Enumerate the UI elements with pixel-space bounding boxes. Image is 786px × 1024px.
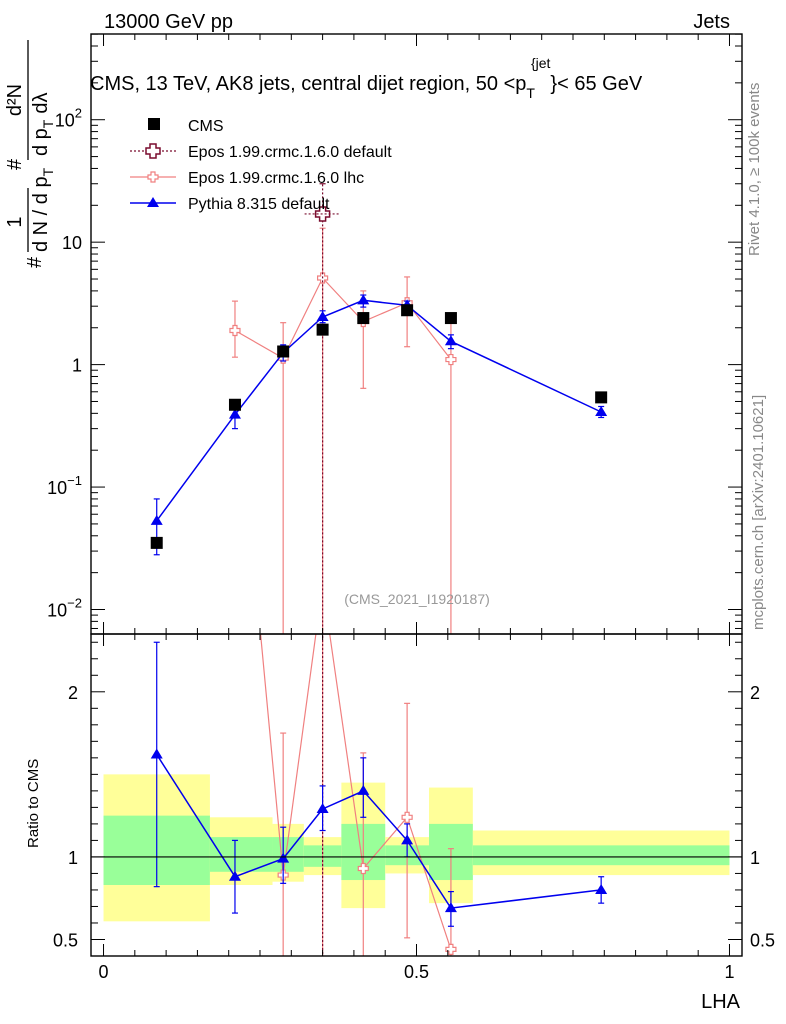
ratio-epos-lhc-point-4 [401, 811, 413, 823]
ylabel-frac1-den-text: d N / d p [30, 176, 52, 252]
main-cms-point-0 [150, 536, 163, 549]
ylabel-frac2-num: d²N [4, 84, 26, 116]
main-cms-point-2 [277, 345, 290, 358]
y-tick-label-main-base-0: 10 [47, 601, 67, 621]
band-inner-2 [272, 837, 304, 872]
main-pythia-point-4 [357, 294, 370, 305]
legend-marker-cms [148, 118, 160, 130]
ratio-epos-lhc-line [259, 634, 452, 950]
y-tick-label-main-exp-4: 2 [75, 106, 82, 121]
ylabel-frac2-den-sub: T [40, 119, 56, 128]
rivet-label: Rivet 4.1.0, ≥ 100k events [746, 83, 763, 256]
main-epos-lhc-point-5 [445, 353, 457, 366]
band-inner-7 [472, 845, 730, 866]
y-tick-label-main-3: 10 [62, 233, 82, 253]
y-tick-label-main-exp-0: −2 [67, 596, 82, 611]
legend-label-cms: CMS [188, 118, 224, 135]
ratio-panel-series [150, 634, 608, 956]
main-pythia-line [156, 299, 602, 522]
main-panel-series [150, 183, 608, 634]
chart-title-prefix: CMS, 13 TeV, AK8 jets, central dijet reg… [90, 73, 526, 95]
main-cms-point-1 [228, 398, 241, 411]
axis-ticks [91, 33, 742, 957]
legend-label-epos-default: Epos 1.99.crmc.1.6.0 default [188, 144, 392, 161]
y-tick-label-main-4: 102 [55, 106, 82, 131]
y-tick-label-ratio-left-2: 2 [68, 683, 78, 703]
mcplots-label: mcplots.cern.ch [arXiv:2401.10621] [750, 395, 767, 630]
ylabel-frac2-den: d pTdλ [30, 93, 56, 157]
x-tick-label-0: 0 [99, 962, 109, 982]
legend-label-epos-lhc: Epos 1.99.crmc.1.6.0 lhc [188, 170, 364, 187]
ratio-pythia-point-0 [150, 748, 163, 759]
y-tick-label-main-0: 10−2 [47, 596, 82, 621]
main-pythia-point-6 [444, 335, 457, 346]
main-cms-point-4 [357, 312, 370, 325]
main-pythia-point-0 [150, 514, 163, 525]
legend-marker-epos-default [145, 143, 161, 159]
x-tick-label-2: 1 [724, 962, 734, 982]
legend-label-pythia: Pythia 8.315 default [188, 196, 330, 213]
ratio-pythia-point-6 [444, 902, 457, 913]
main-cms-point-5 [401, 304, 414, 317]
ylabel-frac1-num: 1 [4, 216, 26, 227]
chart-title-sup: {jet [531, 55, 551, 71]
y-tick-label-main-base-1: 10 [47, 478, 67, 498]
main-epos-default-group [314, 183, 331, 634]
ratio-pythia-point-2 [277, 852, 290, 863]
ylabel-frac1-den: d N / d pT [30, 167, 56, 252]
x-axis-label: LHA [701, 991, 741, 1013]
ylabel-frac2-den-tail: dλ [30, 93, 52, 114]
header-energy: 13000 GeV pp [104, 11, 233, 33]
header-process: Jets [693, 11, 730, 33]
ratio-pythia-line [156, 754, 602, 909]
y-tick-label-ratio-left-0: 0.5 [53, 930, 78, 950]
ylabel-frac1-den-sub: T [40, 167, 56, 176]
main-epos-default-point-0 [314, 206, 331, 222]
main-cms-point-7 [595, 391, 608, 404]
y-tick-label-ratio-right-1: 1 [750, 848, 760, 868]
chart-title-sub: T [526, 85, 535, 101]
y-tick-label-ratio-left-1: 1 [68, 848, 78, 868]
chart-title-suffix: }< 65 GeV [550, 73, 642, 95]
main-pythia-group [150, 294, 608, 556]
ratio-pythia-point-3 [316, 803, 329, 814]
main-pythia-point-7 [595, 406, 608, 417]
ratio-pythia-point-4 [357, 784, 370, 795]
main-cms-point-6 [444, 312, 457, 325]
ylabel-hash-1: # [24, 256, 46, 268]
y-tick-label-main-base-4: 10 [55, 111, 75, 131]
ratio-pythia-point-1 [228, 870, 241, 881]
ratio-pythia-group [150, 641, 608, 927]
legend: CMS Epos 1.99.crmc.1.6.0 default Epos 1.… [130, 118, 392, 213]
ratio-epos-lhc-point-3 [357, 862, 369, 875]
ratio-epos-lhc-point-5 [445, 943, 457, 955]
main-cms-point-3 [316, 323, 329, 336]
y-tick-label-main-2: 1 [72, 356, 82, 376]
y-tick-label-main-1: 10−1 [47, 473, 82, 498]
y-axis-label-main: # 1 d N / d pT # d²N d pTdλ [4, 40, 56, 268]
main-epos-lhc-point-0 [229, 324, 241, 337]
main-cms-group [150, 304, 608, 549]
analysis-watermark: (CMS_2021_I1920187) [344, 591, 490, 607]
chart-title: CMS, 13 TeV, AK8 jets, central dijet reg… [90, 55, 643, 101]
ylabel-frac2-den-text: d p [30, 128, 52, 156]
legend-marker-pythia [147, 197, 159, 207]
ratio-pythia-point-7 [595, 883, 608, 894]
ratio-pythia-point-5 [401, 834, 414, 845]
main-pythia-point-1 [228, 408, 241, 419]
legend-marker-epos-lhc [147, 171, 159, 183]
ylabel-hash-2: # [4, 158, 26, 170]
x-tick-label-1: 0.5 [404, 962, 429, 982]
y-axis-label-ratio: Ratio to CMS [25, 759, 42, 848]
y-tick-label-main-exp-1: −1 [67, 473, 82, 488]
y-tick-label-ratio-right-2: 2 [750, 683, 760, 703]
main-pythia-point-3 [316, 310, 329, 321]
y-tick-label-ratio-right-0: 0.5 [750, 930, 775, 950]
